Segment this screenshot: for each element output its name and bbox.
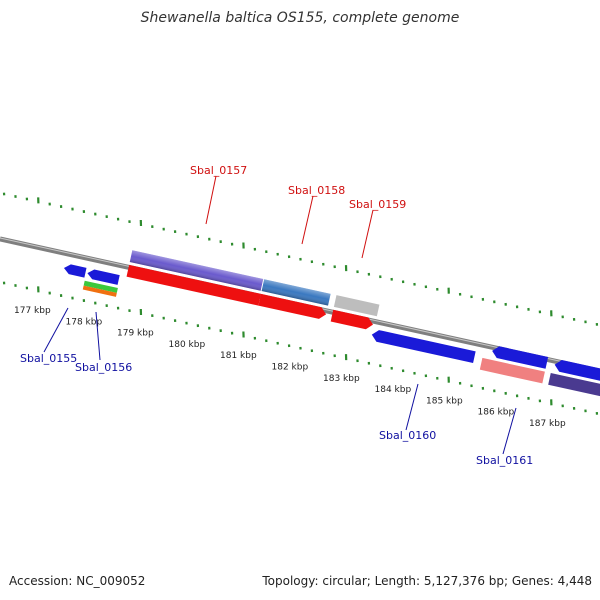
accession-text: Accession: NC_009052 — [9, 574, 146, 588]
kbp-labels: 177 kbp 178 kbp 179 kbp 180 kbp 181 kbp 182 k… — [14, 306, 566, 429]
leader-sbal-0155 — [43, 307, 69, 353]
kbp-label: 185 kbp — [426, 396, 463, 406]
gene-label-sbal-0157[interactable]: Sbal_0157 — [190, 164, 247, 177]
gene-feature[interactable] — [83, 280, 118, 293]
leader-sbal-0159 — [361, 209, 374, 259]
inner-tick-track — [2, 281, 599, 415]
kbp-label: 187 kbp — [529, 419, 566, 429]
leader-sbal-0160 — [405, 383, 419, 431]
gene-label-sbal-0156[interactable]: Sbal_0156 — [75, 361, 132, 374]
leader-sbal-0157 — [205, 175, 217, 225]
gene-label-sbal-0161[interactable]: Sbal_0161 — [476, 454, 533, 467]
kbp-label: 183 kbp — [323, 374, 360, 384]
gene-feature-sbal-0161[interactable] — [491, 345, 549, 369]
gene-feature-sbal-0161-rna[interactable] — [479, 357, 545, 384]
gene-feature-sbal-0160[interactable] — [371, 329, 476, 364]
kbp-label: 181 kbp — [220, 351, 257, 361]
leader-sbal-0158 — [301, 195, 314, 245]
gene-label-leaders — [43, 175, 517, 455]
gene-feature-sbal-0157-cds[interactable] — [126, 264, 261, 306]
gene-feature-sbal-0155[interactable] — [63, 263, 87, 278]
gene-feature-sbal-0158-cds[interactable] — [258, 293, 327, 320]
genome-summary-text: Topology: circular; Length: 5,127,376 bp… — [262, 574, 592, 588]
kbp-label: 178 kbp — [66, 317, 103, 327]
map-title: Shewanella baltica OS155, complete genom… — [140, 10, 460, 26]
kbp-label: 177 kbp — [14, 306, 51, 316]
gene-feature-sbal-0156[interactable] — [86, 268, 120, 285]
gene-label-sbal-0158[interactable]: Sbal_0158 — [288, 184, 345, 197]
kbp-label: 186 kbp — [478, 408, 515, 418]
gene-feature-sbal-0159[interactable] — [333, 295, 380, 317]
kbp-label: 179 kbp — [117, 329, 154, 339]
gene-label-sbal-0159[interactable]: Sbal_0159 — [349, 198, 406, 211]
gene-feature[interactable] — [82, 285, 117, 297]
leader-sbal-0156 — [95, 311, 101, 361]
gene-feature[interactable] — [548, 372, 600, 398]
gene-label-sbal-0160[interactable]: Sbal_0160 — [379, 429, 436, 442]
kbp-label: 182 kbp — [272, 363, 309, 373]
leader-sbal-0161 — [502, 407, 517, 455]
outer-tick-track — [2, 192, 599, 326]
kbp-label: 184 kbp — [375, 385, 412, 395]
gene-feature[interactable] — [129, 250, 264, 291]
features — [63, 250, 600, 398]
gene-feature-sbal-0159-cds[interactable] — [330, 309, 375, 331]
kbp-label: 180 kbp — [169, 340, 206, 350]
gene-feature[interactable] — [261, 279, 331, 306]
gene-label-sbal-0155[interactable]: Sbal_0155 — [20, 352, 77, 365]
